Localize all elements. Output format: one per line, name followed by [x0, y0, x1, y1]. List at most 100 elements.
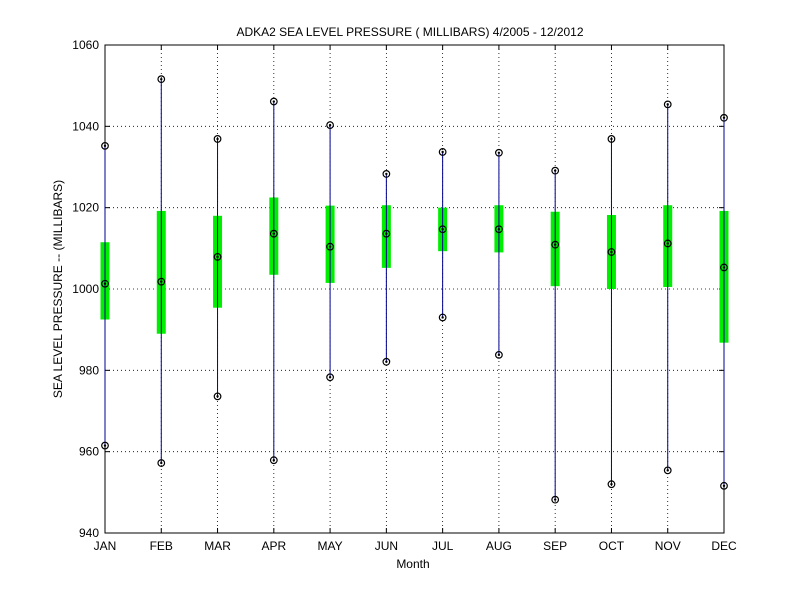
max-marker	[495, 148, 503, 157]
x-tick-label: JAN	[94, 539, 117, 553]
mean-marker-dot	[553, 243, 557, 246]
max-marker-dot	[722, 116, 726, 119]
min-marker-dot	[385, 360, 388, 363]
max-marker	[438, 148, 447, 156]
mean-marker	[382, 229, 391, 238]
min-marker	[157, 459, 166, 467]
x-tick-label: JUL	[432, 539, 454, 553]
y-tick-label: 1020	[72, 201, 99, 215]
mean-marker	[326, 242, 334, 251]
min-marker-dot	[497, 353, 501, 357]
x-tick-label: SEP	[543, 539, 567, 553]
min-marker	[551, 495, 560, 504]
min-marker-dot	[103, 444, 107, 447]
mean-marker-dot	[722, 266, 726, 269]
mean-marker-dot	[666, 242, 669, 245]
max-marker-dot	[272, 100, 276, 103]
mean-marker	[269, 229, 278, 238]
y-tick-label: 980	[79, 363, 99, 377]
min-marker-dot	[441, 316, 444, 319]
mean-marker	[101, 279, 109, 288]
max-marker	[326, 121, 334, 130]
mean-marker-dot	[497, 228, 501, 231]
mean-marker-dot	[272, 232, 276, 235]
x-tick-label: MAR	[204, 539, 231, 553]
min-marker	[382, 357, 391, 366]
max-marker	[157, 75, 166, 84]
box-apr	[269, 97, 279, 465]
mean-marker-dot	[385, 232, 388, 235]
min-marker	[720, 481, 728, 490]
min-marker-dot	[666, 469, 669, 472]
mean-marker	[438, 225, 447, 234]
x-tick-label: NOV	[655, 539, 681, 553]
box-sep	[550, 166, 560, 504]
x-tick-label: MAY	[318, 539, 343, 553]
min-marker-dot	[553, 498, 557, 501]
y-tick-label: 1060	[72, 38, 99, 52]
min-marker	[438, 313, 447, 322]
mean-marker-dot	[216, 255, 219, 259]
x-tick-label: JUN	[375, 539, 398, 553]
max-marker-dot	[666, 103, 669, 106]
mean-marker-dot	[441, 228, 444, 231]
max-marker-dot	[385, 172, 388, 176]
mean-marker	[213, 252, 222, 261]
min-marker-dot	[722, 484, 726, 488]
min-marker-dot	[272, 459, 276, 462]
mean-marker	[663, 239, 672, 248]
box-jun	[381, 170, 391, 366]
box-may	[325, 121, 335, 382]
max-marker-dot	[553, 169, 557, 172]
mean-marker	[720, 263, 728, 272]
max-marker-dot	[216, 137, 219, 141]
max-marker	[269, 97, 278, 106]
mean-marker-dot	[160, 280, 163, 283]
max-marker	[101, 141, 109, 150]
box-feb	[156, 75, 166, 467]
mean-marker	[495, 225, 503, 234]
x-tick-label: OCT	[599, 539, 625, 553]
box-nov	[663, 100, 673, 475]
max-marker-dot	[610, 137, 613, 141]
x-tick-label: AUG	[486, 539, 512, 553]
y-tick-label: 1040	[72, 119, 99, 133]
max-marker	[551, 166, 560, 175]
max-marker	[607, 135, 616, 143]
min-marker	[269, 456, 278, 465]
y-tick-label: 1000	[72, 282, 99, 296]
y-tick-label: 940	[79, 526, 99, 540]
mean-marker	[607, 248, 616, 256]
grid	[105, 45, 724, 533]
min-marker-dot	[160, 461, 163, 465]
min-marker	[607, 480, 616, 489]
mean-marker-dot	[610, 250, 613, 254]
min-marker	[101, 441, 109, 450]
box-dec	[719, 113, 729, 490]
max-marker-dot	[497, 151, 501, 154]
box-marks	[100, 75, 729, 504]
y-axis-label: SEA LEVEL PRESSURE -- (MILLIBARS)	[51, 180, 65, 398]
max-marker-dot	[103, 144, 107, 148]
mean-marker	[157, 277, 166, 286]
min-marker	[663, 466, 672, 475]
mean-marker	[551, 240, 560, 249]
chart-title: ADKA2 SEA LEVEL PRESSURE ( MILLIBARS) 4/…	[236, 25, 583, 39]
x-axis-label: Month	[396, 557, 429, 571]
max-marker	[213, 135, 222, 143]
max-marker	[663, 100, 672, 109]
box-jan	[100, 141, 110, 450]
min-marker-dot	[610, 483, 613, 486]
max-marker-dot	[441, 150, 444, 154]
min-marker	[326, 373, 334, 382]
max-marker	[720, 113, 728, 122]
x-tick-label: APR	[261, 539, 286, 553]
x-tick-label: DEC	[711, 539, 737, 553]
max-marker	[382, 170, 391, 178]
y-tick-label: 960	[79, 445, 99, 459]
box-mar	[213, 135, 223, 401]
box-jul	[438, 148, 448, 322]
axes: 940 960 980 1000 1020 1040 1060 JAN FEB MAR APR MAY…	[72, 38, 737, 553]
mean-marker-dot	[328, 245, 332, 248]
min-marker	[213, 392, 222, 401]
